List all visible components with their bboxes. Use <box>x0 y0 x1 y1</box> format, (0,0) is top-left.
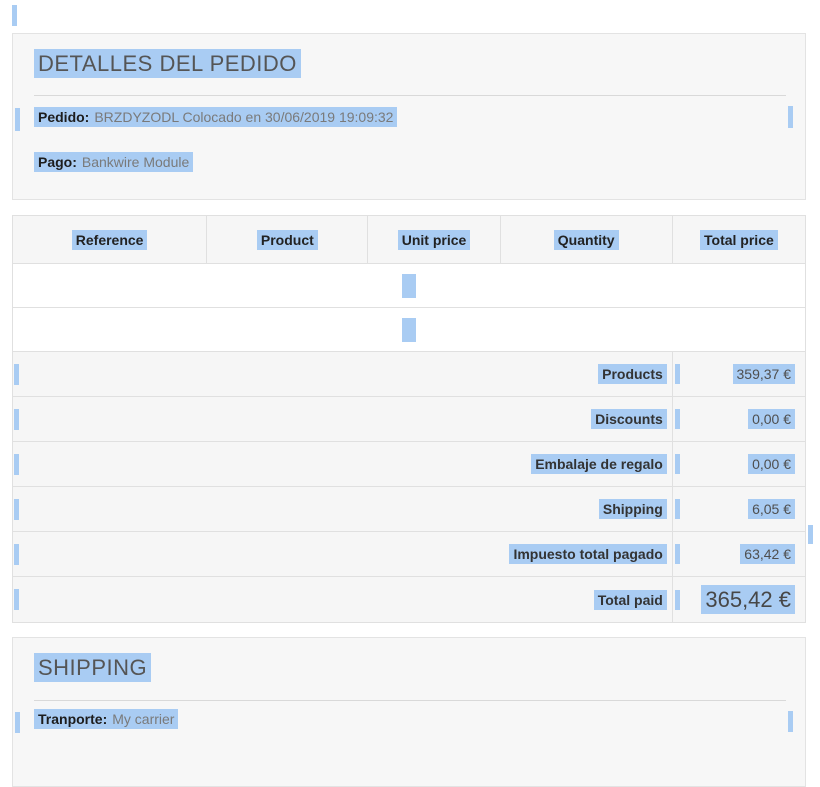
divider <box>34 700 786 701</box>
divider <box>34 95 786 96</box>
empty-product-row <box>12 263 806 308</box>
summary-amount: 0,00 € <box>748 409 795 429</box>
selection-mark <box>402 317 416 342</box>
summary-label: Impuesto total pagado <box>509 544 667 564</box>
selection-mark <box>674 590 680 610</box>
order-details-title: DETALLES DEL PEDIDO <box>34 49 301 78</box>
selection-mark <box>14 499 19 520</box>
column-header-total-price: Total price <box>671 215 807 264</box>
payment-method-line: Pago: Bankwire Module <box>34 150 194 174</box>
summary-amount: 365,42 € <box>701 584 795 614</box>
summary-row-discounts: Discounts 0,00 € <box>12 396 807 442</box>
selection-mark <box>402 273 416 298</box>
column-header-unit-price: Unit price <box>367 215 501 264</box>
empty-product-row <box>12 307 806 352</box>
summary-amount: 0,00 € <box>748 454 795 474</box>
order-details-title-text: DETALLES DEL PEDIDO <box>34 49 301 78</box>
summary-label: Products <box>598 364 667 384</box>
summary-label: Discounts <box>591 409 667 429</box>
summary-row-products: Products 359,37 € <box>12 351 807 397</box>
shipping-title-text: SHIPPING <box>34 653 152 682</box>
selection-mark <box>14 364 19 385</box>
summary-amount: 359,37 € <box>732 364 795 384</box>
carrier-value: My carrier <box>112 711 175 727</box>
selection-mark <box>14 409 19 430</box>
summary-row-total-tax: Impuesto total pagado 63,42 € <box>12 531 807 577</box>
summary-row-gift-wrapping: Embalaje de regalo 0,00 € <box>12 441 807 487</box>
selection-mark <box>674 544 680 564</box>
selection-mark <box>808 525 813 544</box>
summary-label: Total paid <box>593 589 667 610</box>
summary-amount: 6,05 € <box>748 499 795 519</box>
selection-mark <box>14 454 19 475</box>
payment-method-label: Pago: <box>38 154 77 170</box>
shipping-panel: SHIPPING Tranporte: My carrier <box>12 637 806 787</box>
column-header-product: Product <box>206 215 369 264</box>
selection-mark <box>14 544 19 565</box>
table-header-row: Reference Product Unit price Quantity To… <box>11 215 807 264</box>
selection-mark <box>15 108 20 131</box>
column-header-reference: Reference <box>11 215 208 264</box>
selection-mark <box>14 589 19 610</box>
summary-label: Shipping <box>598 499 667 519</box>
order-reference-label: Pedido: <box>38 109 90 125</box>
summary-row-total-paid: Total paid 365,42 € <box>12 576 807 623</box>
selection-mark <box>674 454 680 474</box>
selection-mark <box>674 364 680 384</box>
selection-mark <box>12 5 17 26</box>
order-reference-value: BRZDYZODL Colocado en 30/06/2019 19:09:3… <box>94 109 394 125</box>
carrier-line: Tranporte: My carrier <box>34 707 179 731</box>
selection-mark <box>674 499 680 519</box>
order-details-panel: DETALLES DEL PEDIDO Pedido: BRZDYZODL Col… <box>12 33 806 200</box>
selection-mark <box>15 712 20 733</box>
carrier-label: Tranporte: <box>38 711 108 727</box>
selection-mark <box>674 409 680 429</box>
order-confirmation-page: { "selection_color": "#a9ccf3", "order_d… <box>11 5 813 787</box>
selection-mark <box>788 711 793 732</box>
payment-method-value: Bankwire Module <box>81 154 190 170</box>
summary-label: Embalaje de regalo <box>531 454 667 474</box>
column-header-quantity: Quantity <box>499 215 673 264</box>
shipping-title: SHIPPING <box>34 653 152 682</box>
order-products-table: Reference Product Unit price Quantity To… <box>11 215 807 623</box>
order-reference-line: Pedido: BRZDYZODL Colocado en 30/06/2019 … <box>34 105 398 129</box>
selection-mark <box>788 106 793 128</box>
summary-row-shipping: Shipping 6,05 € <box>12 486 807 532</box>
summary-amount: 63,42 € <box>740 544 795 564</box>
